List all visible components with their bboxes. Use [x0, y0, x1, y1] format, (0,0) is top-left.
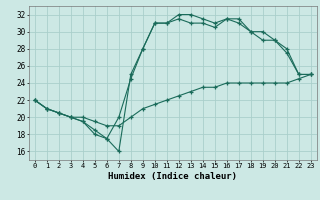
X-axis label: Humidex (Indice chaleur): Humidex (Indice chaleur): [108, 172, 237, 181]
